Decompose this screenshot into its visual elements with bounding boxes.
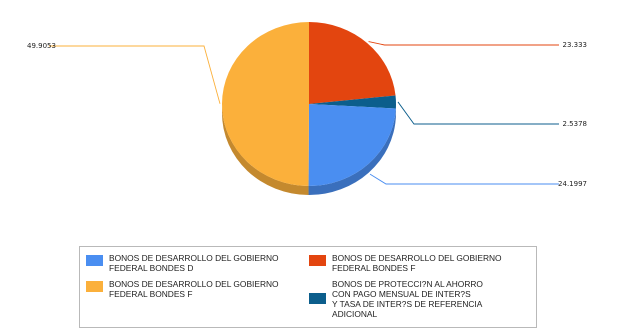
legend-swatch	[309, 293, 326, 304]
pie-slice-side	[222, 104, 309, 195]
data-label: 2.5378	[563, 120, 588, 128]
legend-item-bondes-f-orange: BONOS DE DESARROLLO DEL GOBIERNO FEDERAL…	[86, 279, 279, 299]
legend-label: BONOS DE DESARROLLO DEL GOBIERNO FEDERAL…	[332, 253, 502, 273]
leader-line	[397, 101, 559, 125]
legend-swatch	[86, 281, 103, 292]
pie-slice-side	[308, 108, 396, 195]
data-label: 24.1997	[558, 180, 587, 188]
legend-item-bondes-d: BONOS DE DESARROLLO DEL GOBIERNO FEDERAL…	[86, 253, 279, 273]
pie-3d-sides	[222, 104, 396, 195]
leader-line	[49, 45, 221, 104]
data-labels: 23.333 2.5378 24.1997 49.9053	[27, 41, 587, 188]
pie-slice	[309, 22, 396, 104]
leader-line	[369, 173, 559, 185]
data-label: 23.333	[563, 41, 588, 49]
label-leader-lines	[49, 41, 559, 185]
data-label: 49.9053	[27, 42, 56, 50]
legend-label: BONOS DE DESARROLLO DEL GOBIERNO FEDERAL…	[109, 279, 279, 299]
legend-item-proteccion-ahorro: BONOS DE PROTECCI?N AL AHORRO CON PAGO M…	[309, 279, 483, 319]
pie-slice	[221, 22, 309, 186]
legend-label: BONOS DE DESARROLLO DEL GOBIERNO FEDERAL…	[109, 253, 279, 273]
leader-line	[368, 41, 559, 46]
pie-slice	[309, 95, 396, 109]
legend-swatch	[86, 255, 103, 266]
legend-swatch	[309, 255, 326, 266]
pie-slice	[308, 104, 396, 186]
legend: BONOS DE DESARROLLO DEL GOBIERNO FEDERAL…	[79, 246, 537, 328]
legend-label: BONOS DE PROTECCI?N AL AHORRO CON PAGO M…	[332, 279, 483, 319]
pie-slices	[221, 22, 396, 186]
legend-item-bondes-f-red: BONOS DE DESARROLLO DEL GOBIERNO FEDERAL…	[309, 253, 502, 273]
